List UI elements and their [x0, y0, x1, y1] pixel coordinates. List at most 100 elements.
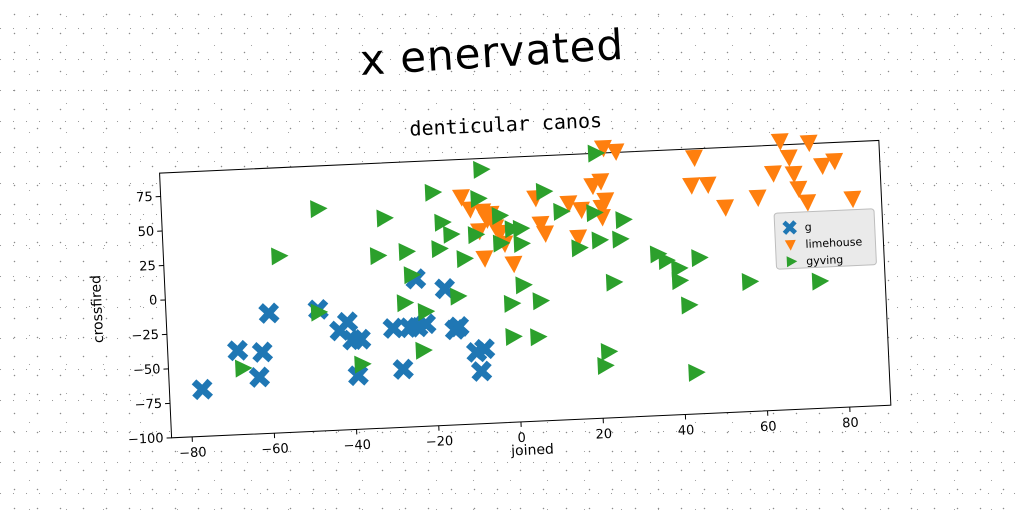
data-point-g: [248, 366, 271, 388]
x-tick-label: 0: [517, 431, 526, 446]
y-axis-label: crossfired: [88, 275, 107, 344]
data-point-limehouse: [789, 180, 808, 199]
data-point-limehouse: [763, 165, 782, 183]
x-tick-label: 60: [760, 419, 777, 435]
data-point-gyving: [688, 363, 706, 382]
data-point-g: [350, 328, 372, 351]
data-point-gyving: [741, 273, 760, 292]
legend-label-g: g: [804, 221, 812, 234]
data-point-limehouse: [531, 215, 550, 234]
data-point-gyving: [271, 247, 289, 266]
data-point-limehouse: [784, 165, 803, 184]
data-point-g: [470, 360, 493, 382]
data-point-gyving: [600, 343, 619, 361]
data-point-gyving: [310, 200, 328, 219]
legend-marker-gyving: [786, 256, 798, 268]
data-point-g: [474, 338, 496, 360]
data-point-g: [336, 311, 359, 333]
data-point-gyving: [503, 294, 522, 313]
data-point-gyving: [396, 294, 415, 313]
data-point-g: [251, 341, 274, 363]
data-point-limehouse: [770, 133, 789, 151]
data-point-gyving: [403, 266, 422, 285]
chart-canvas: denticular canos −80 −60 −40 −20 0 20 40 60 80 −1…: [88, 108, 892, 462]
data-point-gyving: [431, 240, 449, 259]
data-point-gyving: [691, 249, 709, 268]
data-point-limehouse: [451, 189, 470, 207]
x-tick-label: −40: [343, 438, 371, 454]
data-point-gyving: [398, 243, 417, 262]
y-tick-label: 50: [137, 224, 154, 240]
data-point-gyving: [376, 209, 394, 228]
legend-box: [773, 208, 877, 270]
data-point-limehouse: [779, 149, 798, 167]
data-point-limehouse: [490, 224, 509, 243]
data-point-limehouse: [716, 199, 735, 217]
data-point-gyving: [443, 225, 461, 244]
y-tick-label: −50: [133, 362, 161, 378]
data-point-gyving: [491, 207, 510, 226]
data-point-limehouse: [571, 201, 590, 220]
data-point-g: [191, 378, 213, 401]
data-point-gyving: [434, 213, 452, 232]
data-point-g: [227, 339, 249, 362]
y-tick-label: −75: [134, 397, 162, 413]
data-points: [191, 133, 862, 401]
data-point-limehouse: [475, 250, 494, 268]
x-tick-label: 40: [677, 423, 694, 439]
data-point-gyving: [532, 292, 551, 311]
data-point-limehouse: [504, 255, 523, 274]
data-point-limehouse: [698, 176, 717, 195]
data-point-gyving: [535, 182, 554, 201]
x-tick-label: −60: [261, 442, 289, 458]
y-tick-label: 25: [139, 259, 156, 275]
data-point-limehouse: [682, 177, 701, 195]
data-point-gyving: [449, 287, 468, 306]
data-point-g: [347, 364, 369, 387]
data-point-gyving: [473, 160, 491, 179]
data-point-gyving: [681, 296, 699, 315]
data-point-gyving: [492, 234, 511, 253]
data-point-limehouse: [812, 157, 831, 176]
data-point-limehouse: [825, 152, 844, 171]
data-point-g: [392, 358, 414, 380]
data-point-gyving: [470, 190, 488, 209]
x-tick-label: −20: [425, 434, 453, 450]
plot-area: [159, 139, 892, 439]
data-point-limehouse: [559, 195, 578, 213]
data-point-gyving: [505, 328, 523, 346]
y-tick-label: −25: [131, 328, 159, 344]
data-point-limehouse: [799, 134, 818, 153]
data-point-gyving: [512, 219, 531, 238]
data-point-limehouse: [591, 173, 610, 191]
data-point-limehouse: [748, 189, 767, 207]
legend-marker-limehouse: [784, 239, 796, 251]
data-point-g: [448, 316, 470, 338]
data-point-gyving: [671, 272, 690, 291]
data-point-gyving: [310, 303, 329, 322]
data-point-gyving: [553, 202, 571, 221]
data-point-gyving: [597, 356, 615, 375]
data-point-gyving: [615, 211, 633, 230]
data-point-gyving: [530, 328, 548, 347]
data-point-limehouse: [798, 194, 817, 212]
scatter-chart: denticular canos −80 −60 −40 −20 0 20 40 60 80 −1…: [77, 92, 912, 479]
data-point-gyving: [417, 302, 436, 321]
data-point-gyving: [811, 272, 830, 291]
data-point-gyving: [586, 204, 604, 223]
x-tick-label: 20: [595, 427, 612, 443]
axis-ticks: −80 −60 −40 −20 0 20 40 60 80 −100 −75 −50 −25 0 25 50 7…: [128, 190, 860, 462]
x-tick-label: −80: [179, 445, 207, 461]
data-point-limehouse: [569, 229, 588, 247]
data-point-gyving: [587, 144, 606, 163]
data-point-gyving: [571, 239, 589, 258]
x-tick-label: 80: [842, 416, 859, 432]
legend-marker-g: [782, 220, 798, 235]
data-point-gyving: [354, 355, 372, 374]
data-point-gyving: [658, 251, 676, 270]
data-point-gyving: [612, 230, 630, 249]
data-point-gyving: [513, 235, 531, 254]
data-point-gyving: [415, 341, 433, 360]
y-tick-label: 0: [149, 293, 158, 308]
